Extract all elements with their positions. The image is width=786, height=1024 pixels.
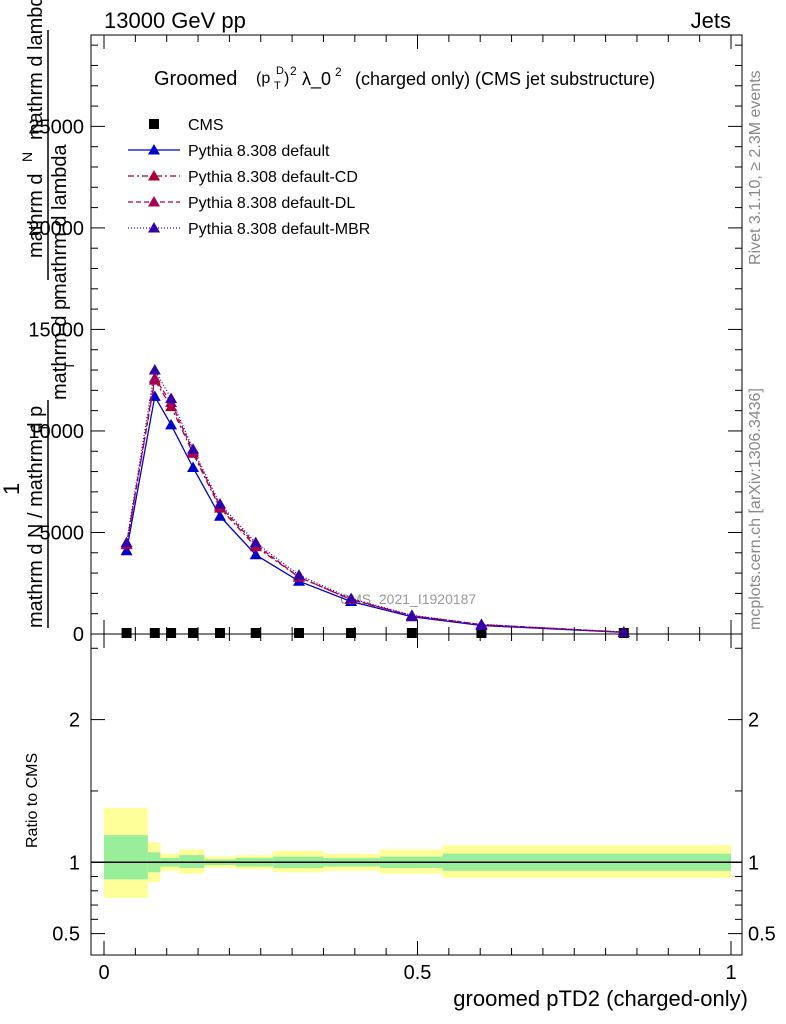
mcplots-label: mcplots.cern.ch [arXiv:1306.3436] <box>747 388 764 630</box>
ylabel-prefix: 1 <box>0 483 24 495</box>
ratio-ytick-label: 1 <box>69 852 80 874</box>
series-point <box>149 628 160 638</box>
series-point <box>406 628 417 638</box>
header-right: Jets <box>691 8 731 33</box>
legend-entry: Pythia 8.308 default <box>128 143 330 160</box>
series-point <box>292 569 305 580</box>
title-formula-sup: D <box>276 65 284 77</box>
title-formula-sub: T <box>274 80 281 92</box>
series-point <box>293 628 304 638</box>
ratio-y-axis-label: Ratio to CMS <box>24 753 41 848</box>
legend-label: Pythia 8.308 default-DL <box>188 195 355 212</box>
title-formula-sq: 2 <box>290 64 297 78</box>
legend-marker <box>149 119 159 129</box>
xtick-label: 1 <box>725 962 736 984</box>
series-point <box>213 498 226 509</box>
series-point <box>187 443 200 454</box>
legend-entry: CMS <box>149 117 224 134</box>
xtick-label: 0.5 <box>404 962 432 984</box>
legend: CMS Pythia 8.308 default Pythia 8.308 defa… <box>128 117 370 238</box>
ratio-ytick-label-right: 0.5 <box>748 924 776 946</box>
title-formula-p: (p <box>256 70 270 87</box>
ratio-ytick-label: 0.5 <box>52 924 80 946</box>
series-point <box>249 548 262 560</box>
main-ytick-label: 5000 <box>40 522 85 544</box>
legend-label: Pythia 8.308 default-CD <box>188 169 358 186</box>
main-y-axis: 0 5000 10000 15000 20000 25000 <box>28 44 742 646</box>
series-point <box>187 461 200 472</box>
series-line <box>125 378 624 633</box>
ratio-band-inner <box>104 835 148 880</box>
series-point <box>214 628 225 638</box>
legend-marker <box>148 170 160 181</box>
x-axis-label: groomed pTD2 (charged-only) <box>453 986 748 1011</box>
legend-entry: Pythia 8.308 default-DL <box>128 195 355 212</box>
title-prefix: Groomed <box>154 68 237 90</box>
ratio-x-axis: 0 0.5 1 <box>98 634 737 984</box>
title-formula-sq2: 2 <box>335 65 342 79</box>
series-point <box>249 536 262 548</box>
xtick-label: 0 <box>98 962 109 984</box>
legend-entry: Pythia 8.308 default-MBR <box>128 221 370 238</box>
ratio-panel-frame <box>90 633 743 956</box>
main-ytick-label: 0 <box>73 624 84 646</box>
main-ytick-label: 25000 <box>28 116 84 138</box>
ylabel-denominator: mathrm d p <box>49 299 71 400</box>
series-point <box>121 628 132 638</box>
rivet-version-label: Rivet 3.1.10, ≥ 2.3M events <box>747 70 764 265</box>
ylabel-numerator-2: N <box>19 152 35 162</box>
legend-marker <box>148 222 160 233</box>
series-point <box>166 628 177 638</box>
ratio-ytick-label-right: 1 <box>748 852 759 874</box>
main-ytick-label: 15000 <box>28 319 84 341</box>
legend-marker <box>148 144 160 155</box>
series-line <box>125 376 624 633</box>
series-point <box>165 418 178 430</box>
ylabel-denominator-3: mathrm d lambda <box>49 144 71 300</box>
series-point <box>188 628 199 638</box>
main-y-axis-label: mathrm d N mathrm d lambda mathrm d p T … <box>0 0 77 628</box>
main-ytick-label: 20000 <box>28 218 84 240</box>
legend-label: Pythia 8.308 default <box>188 143 330 160</box>
series-point <box>165 392 178 403</box>
title-suffix: (charged only) (CMS jet substructure) <box>355 69 655 89</box>
legend-marker <box>148 196 160 207</box>
ylabel-denominator-2: mathrm d lambda <box>25 0 47 140</box>
legend-entry: Pythia 8.308 default-CD <box>128 169 358 186</box>
series-point <box>148 372 161 383</box>
ylabel-denominator-sub: T <box>61 361 77 370</box>
legend-label: CMS <box>188 117 224 134</box>
ylabel-numerator-1: mathrm d <box>25 174 47 258</box>
series-point <box>213 510 226 521</box>
series-layer <box>120 364 630 638</box>
series-point <box>120 544 133 556</box>
legend-label: Pythia 8.308 default-MBR <box>188 221 370 238</box>
series-point <box>250 628 261 638</box>
plot-title: Groomed (p D T ) 2 λ_0 2 (charged only) … <box>154 64 655 92</box>
main-ytick-label: 10000 <box>28 421 84 443</box>
series-point <box>405 609 418 620</box>
title-formula-close: ) <box>284 70 289 87</box>
ratio-bands <box>104 808 731 898</box>
series-point <box>345 592 358 603</box>
series-point <box>346 628 357 638</box>
title-formula-lambda: λ_0 <box>302 69 331 90</box>
series-point <box>120 536 133 548</box>
ratio-y-axis: 0.5 0.5 1 1 2 2 <box>52 647 776 946</box>
ratio-ytick-label: 2 <box>69 710 80 732</box>
header-left: 13000 GeV pp <box>104 8 246 33</box>
ylabel-left-sub: T <box>35 423 51 432</box>
series-point <box>148 364 161 375</box>
ylabel-left-frac: mathrm d N / mathrm d p <box>25 406 47 628</box>
series-point <box>475 618 488 629</box>
analysis-watermark: CMS_2021_I1920187 <box>340 591 476 607</box>
ratio-ytick-label-right: 2 <box>748 710 759 732</box>
series-point <box>476 628 487 638</box>
